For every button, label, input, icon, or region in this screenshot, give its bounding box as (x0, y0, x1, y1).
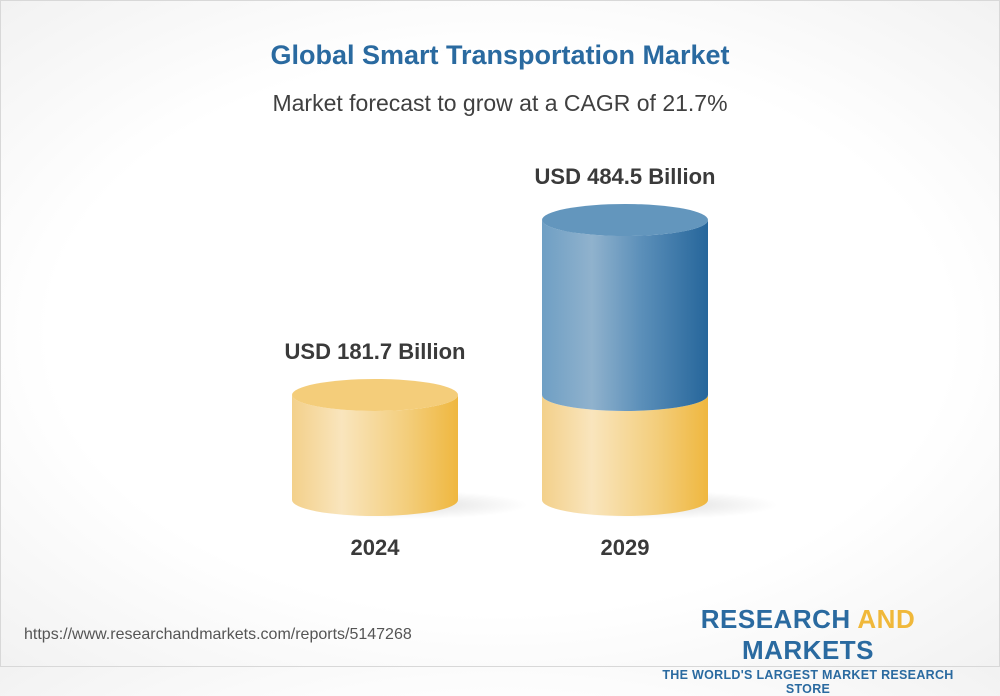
cylinder-top-2024 (292, 378, 458, 411)
cylinder-base-segment-2029 (542, 394, 708, 516)
category-label: 2029 (601, 535, 650, 560)
data-label: USD 181.7 Billion (285, 339, 466, 364)
cylinder-body-2024 (292, 394, 458, 516)
logo-tagline: THE WORLD'S LARGEST MARKET RESEARCH STOR… (662, 668, 954, 696)
cylinder-growth-segment-2029 (542, 220, 708, 411)
source-url[interactable]: https://www.researchandmarkets.com/repor… (24, 626, 412, 643)
cylinder-chart: USD 181.7 Billion 2024 USD 484.5 Billion 20… (285, 164, 778, 560)
chart-subtitle: Market forecast to grow at a CAGR of 21.… (272, 90, 728, 116)
cylinder-top-2029 (542, 204, 708, 236)
research-and-markets-logo: RESEARCH AND MARKETS THE WORLD'S LARGEST… (640, 604, 976, 696)
data-label: USD 484.5 Billion (535, 164, 716, 189)
chart-title: Global Smart Transportation Market (270, 40, 730, 70)
category-label: 2024 (351, 535, 401, 560)
